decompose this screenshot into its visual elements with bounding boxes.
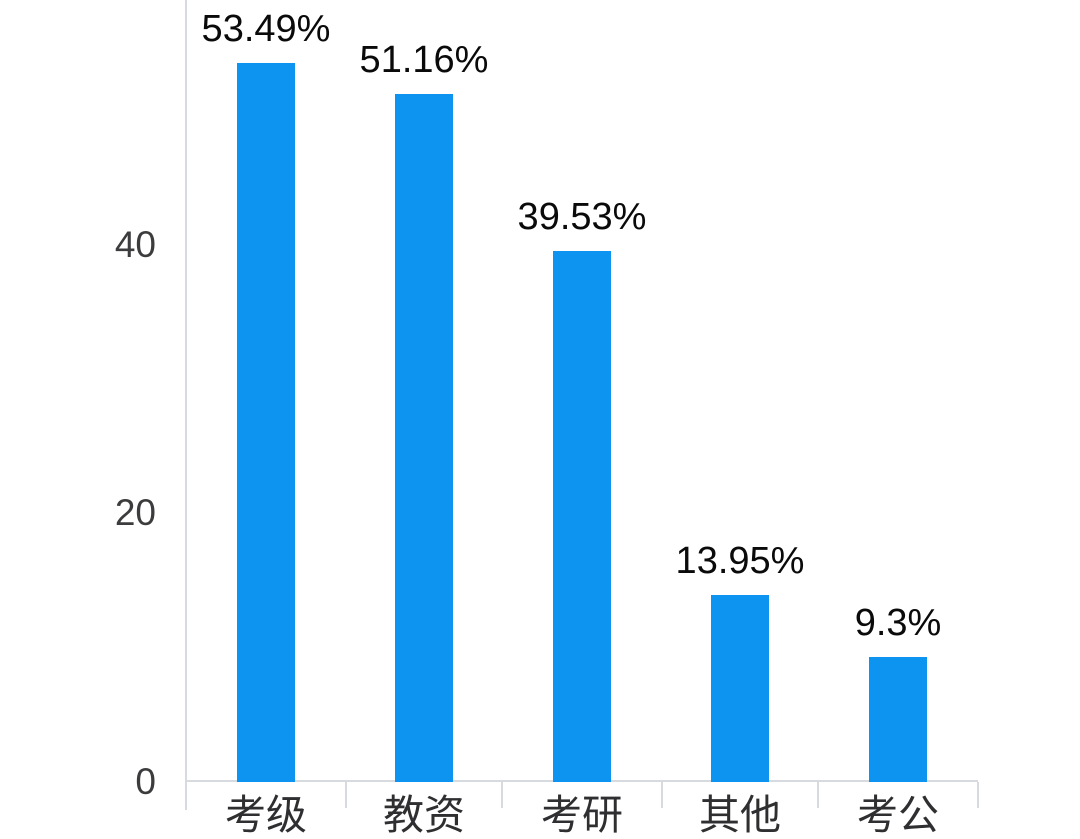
y-tick-label-0: 0 [135,761,156,802]
y-axis-line [185,0,187,810]
x-axis-label: 考公 [857,792,939,838]
bar-group: 51.16% 教资 [346,0,503,838]
bar-group: 13.95% 其他 [662,0,819,838]
bar-group: 53.49% 考级 [186,0,347,838]
bar-value-label: 13.95% [675,540,805,582]
bar [395,94,453,782]
x-axis-label: 其他 [699,792,781,838]
y-tick-label-20: 20 [114,492,156,533]
x-axis-tick [661,782,663,808]
bar-chart: 40 20 0 53.49% 考级 51.16% 教资 39.53% 考研 13… [114,0,979,838]
bar-value-label: 53.49% [201,8,331,50]
x-axis-label: 考级 [225,792,307,838]
bar-value-label: 39.53% [517,196,647,238]
x-axis-tick [345,782,347,808]
bar [869,657,927,782]
bar-group: 9.3% 考公 [818,0,979,838]
bar-value-label: 9.3% [854,602,942,644]
x-axis-label: 考研 [541,792,623,838]
bar [237,63,295,782]
x-axis-tick [817,782,819,808]
y-tick-label-40: 40 [114,224,156,265]
bar [711,595,769,782]
bar-value-label: 51.16% [359,39,489,81]
bar-group: 39.53% 考研 [502,0,663,838]
bar [553,251,611,782]
x-axis-tick [977,782,979,808]
x-axis-tick [501,782,503,808]
x-axis-label: 教资 [383,792,465,838]
